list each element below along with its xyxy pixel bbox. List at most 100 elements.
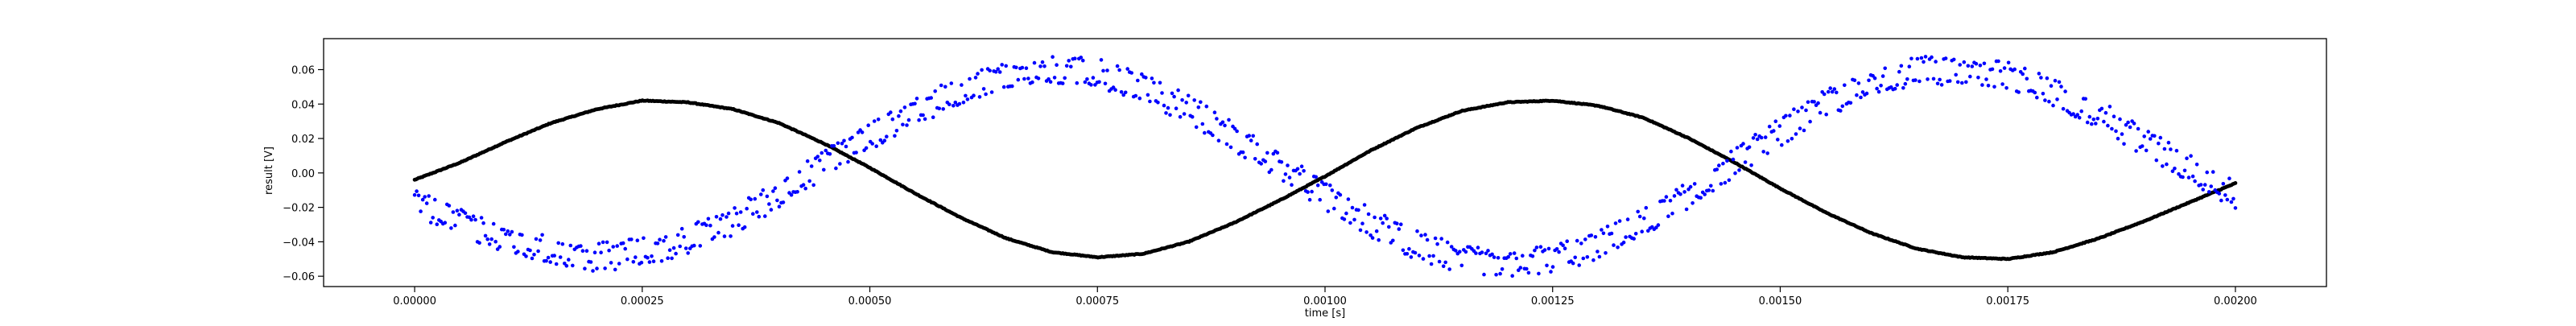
data-point (996, 67, 1000, 71)
data-point (698, 244, 703, 248)
data-point (905, 123, 909, 127)
data-point (1980, 83, 1984, 87)
data-point (1530, 254, 1535, 258)
data-point (718, 217, 723, 221)
data-point (659, 259, 664, 263)
data-point (1243, 155, 1247, 160)
data-point (1079, 56, 1084, 60)
data-point (1140, 72, 1144, 76)
data-point (2035, 95, 2039, 100)
data-point (1443, 260, 1447, 265)
data-point (2053, 78, 2058, 83)
data-point (803, 186, 807, 191)
data-point (696, 220, 700, 225)
data-point (524, 254, 528, 258)
data-point (1399, 222, 1403, 227)
data-point (556, 241, 560, 246)
data-point (1800, 105, 1804, 109)
data-point (1867, 78, 1871, 83)
data-point (1593, 235, 1598, 239)
data-point (1864, 91, 1869, 96)
data-point (889, 110, 893, 114)
y-tick-label: −0.04 (283, 237, 315, 249)
data-point (674, 251, 678, 256)
data-point (2055, 97, 2059, 101)
data-point (506, 229, 510, 233)
data-point (1099, 58, 1104, 62)
data-point (1180, 98, 1184, 102)
data-point (2205, 170, 2209, 175)
data-point (613, 267, 617, 272)
data-point (1895, 83, 1899, 87)
data-point (1105, 68, 1109, 72)
data-point (1395, 221, 1399, 226)
data-point (968, 76, 972, 81)
data-point (1075, 80, 1080, 85)
data-point (1954, 72, 1958, 77)
data-point (1674, 188, 1678, 192)
data-point (1253, 157, 1257, 161)
data-point (885, 134, 889, 138)
data-point (1374, 229, 1379, 233)
data-point (692, 243, 696, 248)
data-point (2132, 122, 2136, 126)
data-point (1600, 228, 1604, 232)
data-point (419, 209, 423, 213)
data-point (1737, 168, 1741, 172)
data-point (1024, 66, 1029, 70)
data-point (1055, 63, 1059, 67)
data-point (1579, 241, 1583, 246)
data-point (1727, 178, 1732, 183)
data-point (2231, 196, 2235, 201)
x-tick-label: 0.00100 (1303, 295, 1347, 307)
data-point (675, 233, 680, 237)
data-point (431, 216, 435, 220)
data-point (1435, 241, 1439, 246)
data-point (1150, 76, 1154, 80)
data-point (742, 225, 747, 229)
data-point (1498, 271, 1502, 276)
data-point (1986, 84, 1991, 88)
data-point (1004, 64, 1008, 68)
data-point (726, 211, 731, 216)
data-point (609, 261, 613, 265)
data-point (1893, 86, 1897, 91)
data-point (433, 197, 437, 202)
data-point (1282, 179, 1286, 184)
data-point (583, 266, 587, 271)
data-point (1875, 86, 1879, 91)
data-point (485, 237, 489, 241)
data-point (489, 237, 493, 241)
data-point (682, 235, 686, 239)
data-point (1172, 94, 1176, 99)
data-point (2169, 147, 2173, 151)
data-point (2063, 89, 2067, 93)
data-point (1571, 261, 1575, 266)
data-point (1315, 183, 1320, 188)
data-point (552, 254, 556, 258)
data-point (960, 83, 964, 87)
y-axis: −0.06 −0.04 −0.02 0.00 0.02 0.04 0.06 (283, 65, 324, 283)
data-point (1554, 247, 1559, 251)
data-point (1415, 229, 1419, 233)
y-tick-label: −0.06 (283, 271, 315, 283)
data-point (1642, 216, 1646, 221)
data-point (603, 266, 607, 270)
data-point (647, 260, 652, 264)
data-point (828, 152, 832, 156)
data-point (1174, 106, 1179, 110)
data-point (1484, 251, 1488, 256)
data-point (1589, 233, 1594, 237)
data-point (775, 198, 779, 203)
y-tick-label: 0.04 (291, 99, 315, 111)
data-point (646, 255, 650, 260)
data-point (1879, 84, 1883, 88)
data-point (530, 256, 535, 261)
data-point (1546, 246, 1551, 251)
data-point (520, 233, 524, 237)
data-point (424, 201, 429, 205)
data-point (2170, 169, 2175, 173)
data-point (1855, 93, 1859, 97)
data-point (1784, 113, 1788, 118)
data-point (1840, 104, 1845, 109)
